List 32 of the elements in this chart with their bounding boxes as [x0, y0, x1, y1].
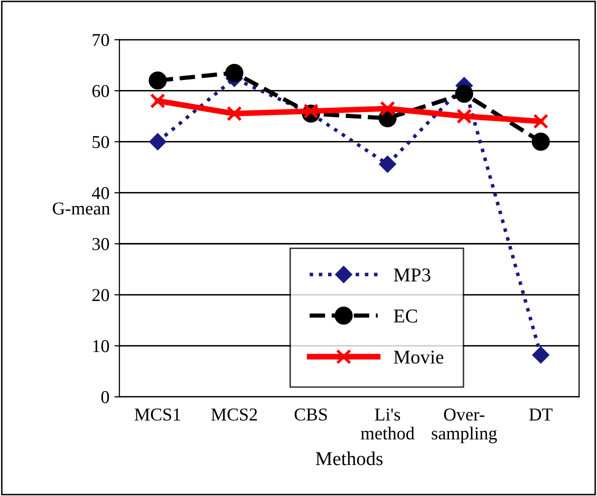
point	[533, 114, 548, 129]
y-tick-label: 10	[93, 340, 109, 352]
point	[150, 93, 166, 109]
legend-label: EC	[394, 310, 418, 323]
point	[148, 71, 167, 90]
x-axis-title: Methods	[316, 452, 383, 466]
x-tick-label: Over- sampling	[432, 408, 497, 444]
y-tick-label: 0	[101, 391, 109, 404]
x-tick-label: DT	[529, 408, 553, 420]
y-tick-label: 70	[92, 34, 109, 46]
x-tick-label: MCS2	[211, 408, 257, 421]
y-tick-label: 60	[92, 84, 109, 98]
point	[456, 108, 472, 124]
point	[455, 84, 474, 103]
point	[532, 132, 550, 151]
legend-label: MP3	[394, 268, 430, 282]
point	[303, 103, 319, 119]
legend-label: Movie	[394, 350, 444, 364]
point	[225, 64, 244, 82]
x-tick-label: Li's method	[360, 408, 414, 440]
point	[380, 100, 396, 116]
x-tick-label: CBS	[294, 408, 327, 421]
y-tick-label: 20	[92, 289, 109, 302]
y-tick-label: 30	[92, 238, 109, 250]
point	[226, 106, 242, 122]
point	[532, 346, 550, 364]
point	[149, 133, 166, 150]
y-axis-title: G-mean	[52, 202, 110, 215]
point	[379, 156, 396, 172]
y-tick-label: 50	[92, 136, 109, 148]
x-tick-label: MCS1	[134, 408, 180, 421]
y-tick-label: 40	[92, 186, 109, 200]
